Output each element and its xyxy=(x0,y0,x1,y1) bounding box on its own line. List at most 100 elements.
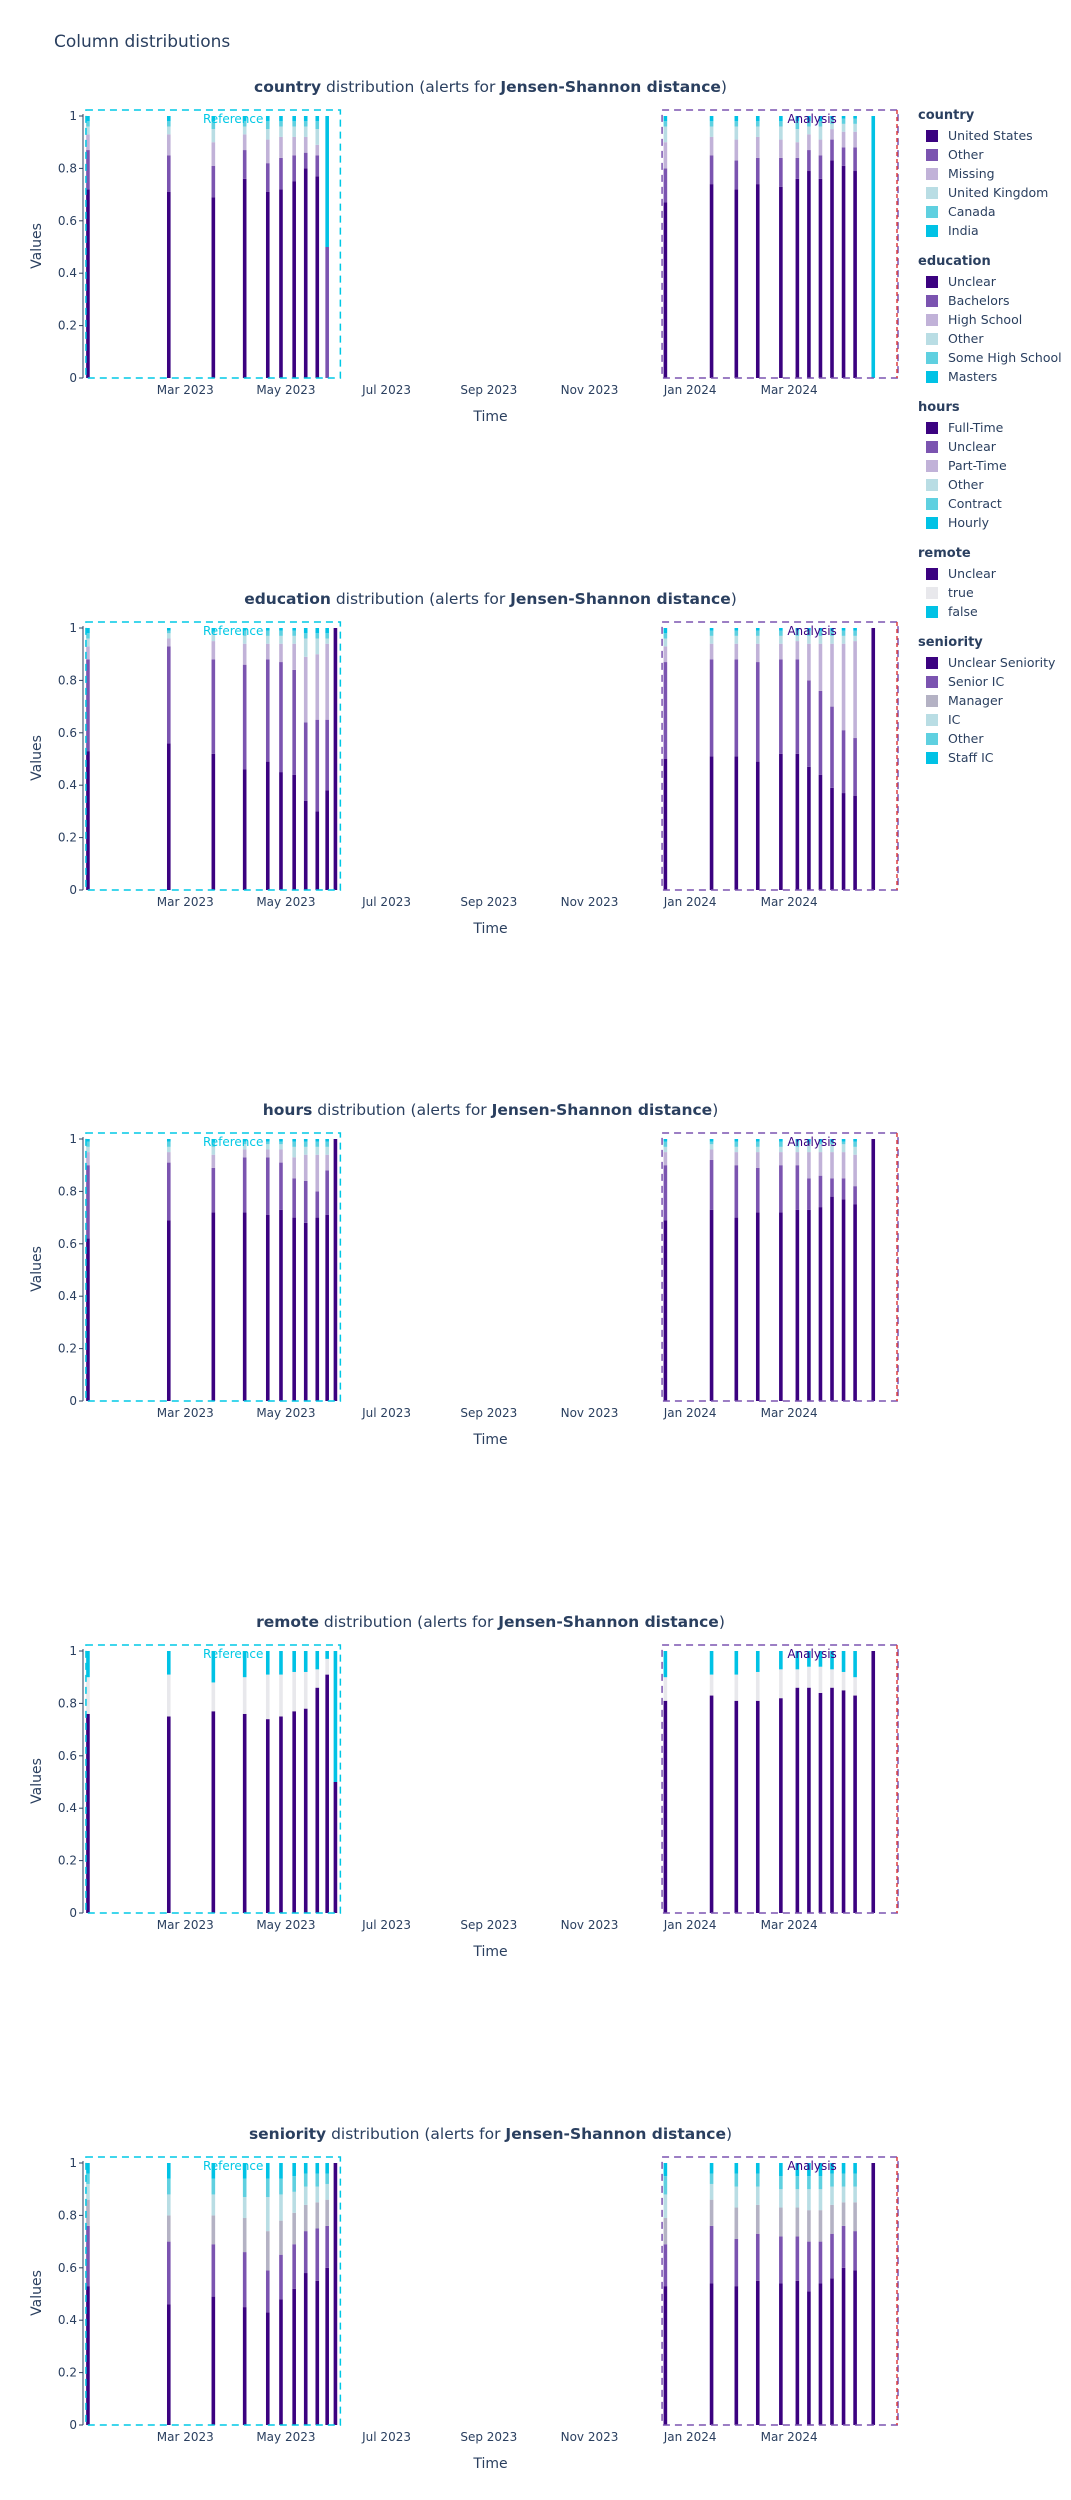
bar-segment-other xyxy=(841,635,846,644)
bar-segment-hourly xyxy=(853,1139,857,1142)
legend-item[interactable]: Senior IC xyxy=(918,672,1068,691)
bar-segment-manager xyxy=(807,2210,811,2242)
bar-segment-unclear xyxy=(166,743,171,890)
bar-segment-united-kingdom xyxy=(315,129,320,145)
legend-item[interactable]: Missing xyxy=(918,164,1068,183)
legend-item[interactable]: United Kingdom xyxy=(918,183,1068,202)
bar-segment-false xyxy=(86,1651,90,1678)
bar-segment-masters xyxy=(292,628,296,631)
bar-segment-other xyxy=(292,2176,296,2192)
bar-segment-other xyxy=(279,1144,283,1150)
bar-segment-canada xyxy=(853,118,857,124)
x-tick-label: Jan 2024 xyxy=(663,895,717,909)
chart-title-metric: Jensen-Shannon distance xyxy=(504,2125,726,2143)
legend-item[interactable]: Staff IC xyxy=(918,748,1068,767)
legend-item[interactable]: United States xyxy=(918,126,1068,145)
analysis-label: Analysis xyxy=(787,1647,836,1661)
legend-item[interactable]: Manager xyxy=(918,691,1068,710)
bar-segment-unclear-seniority xyxy=(211,2296,216,2425)
legend-item[interactable]: Unclear Seniority xyxy=(918,653,1068,672)
bar-segment-unclear xyxy=(325,790,329,890)
bar-segment-false xyxy=(166,1651,171,1675)
legend-item[interactable]: Other xyxy=(918,475,1068,494)
legend-item[interactable]: Other xyxy=(918,145,1068,164)
legend-item-label: High School xyxy=(948,312,1023,327)
bar-segment-bachelors xyxy=(279,662,283,773)
legend-item[interactable]: Canada xyxy=(918,202,1068,221)
bar-segment-manager xyxy=(709,2199,714,2226)
legend-item[interactable]: Contract xyxy=(918,494,1068,513)
x-tick-label: Sep 2023 xyxy=(460,2430,517,2444)
bar-segment-high-school xyxy=(166,638,171,647)
bar-segment-unclear xyxy=(830,787,834,890)
bar-segment-unclear xyxy=(807,766,811,890)
bar-segment-ic xyxy=(795,2189,800,2208)
bar-segment-other xyxy=(818,155,823,179)
bar-segment-canada xyxy=(166,121,171,127)
bar-segment-other xyxy=(315,1146,320,1155)
bar-segment-some-high-school xyxy=(325,633,329,639)
legend-item[interactable]: Bachelors xyxy=(918,291,1068,310)
bar-segment-hourly xyxy=(265,1139,270,1142)
legend-item[interactable]: false xyxy=(918,602,1068,621)
bar-segment-true xyxy=(86,1677,90,1714)
legend-group-hours: hours Full-Time Unclear Part-Time Other Contr… xyxy=(918,400,1068,532)
bar-segment-india xyxy=(86,116,90,122)
bar-segment-false xyxy=(830,1651,834,1670)
legend[interactable]: country United States Other Missing United K… xyxy=(918,108,1068,781)
bar-segment-ic xyxy=(779,2189,783,2208)
y-tick-label: 0.6 xyxy=(58,214,77,228)
legend-item[interactable]: Unclear xyxy=(918,437,1068,456)
bar-segment-unclear-seniority xyxy=(242,2307,247,2425)
bar-segment-ic xyxy=(709,2183,714,2200)
bar-segment-unclear-seniority xyxy=(292,2288,296,2425)
legend-item[interactable]: Other xyxy=(918,329,1068,348)
bar-segment-other xyxy=(325,638,329,644)
legend-item-label: Contract xyxy=(948,496,1002,511)
bar-segment-canada xyxy=(818,121,823,127)
bar-segment-some-high-school xyxy=(663,633,668,639)
reference-label: Reference xyxy=(203,624,263,638)
legend-item-label: Unclear xyxy=(948,274,996,289)
bar-segment-united-kingdom xyxy=(807,126,811,135)
legend-item[interactable]: India xyxy=(918,221,1068,240)
legend-item-label: Unclear xyxy=(948,439,996,454)
bar-segment-masters xyxy=(325,628,329,634)
legend-item[interactable]: Masters xyxy=(918,367,1068,386)
legend-item[interactable]: Full-Time xyxy=(918,418,1068,437)
legend-item[interactable]: Some High School xyxy=(918,348,1068,367)
bar-segment-part-time xyxy=(325,1154,329,1171)
legend-item[interactable]: High School xyxy=(918,310,1068,329)
x-tick-label: Jan 2024 xyxy=(663,1918,717,1932)
legend-item[interactable]: Hourly xyxy=(918,513,1068,532)
legend-item-label: Other xyxy=(948,731,984,746)
bar-segment-ic xyxy=(818,2189,823,2211)
bar-segment-false xyxy=(807,1651,811,1667)
legend-item-label: Unclear xyxy=(948,566,996,581)
legend-swatch xyxy=(926,478,938,491)
bar-segment-hourly xyxy=(292,1139,296,1142)
legend-item[interactable]: Other xyxy=(918,729,1068,748)
bar-segment-staff-ic xyxy=(709,2163,714,2174)
bar-segment-contract xyxy=(709,1141,714,1145)
bar-segment-other xyxy=(279,635,283,644)
legend-item[interactable]: Part-Time xyxy=(918,456,1068,475)
bar-segment-some-high-school xyxy=(807,630,811,636)
bar-segment-senior-ic xyxy=(779,2236,783,2284)
chart-title-column: hours xyxy=(263,1101,313,1119)
bar-segment-manager xyxy=(166,2215,171,2242)
bar-segment-other xyxy=(841,2173,846,2187)
legend-item[interactable]: Unclear xyxy=(918,564,1068,583)
y-tick-label: 1 xyxy=(69,1132,77,1146)
bar-segment-canada xyxy=(779,121,783,127)
bar-segment-full-time xyxy=(841,1199,846,1401)
chart-title-column: seniority xyxy=(249,2125,326,2143)
bar-segment-united-kingdom xyxy=(166,126,171,135)
legend-item[interactable]: true xyxy=(918,583,1068,602)
bar-segment-unclear xyxy=(265,1157,270,1215)
bar-segment-senior-ic xyxy=(709,2225,714,2284)
bar-segment-unclear xyxy=(734,756,739,890)
legend-item[interactable]: Unclear xyxy=(918,272,1068,291)
legend-item-label: Missing xyxy=(948,166,995,181)
legend-item[interactable]: IC xyxy=(918,710,1068,729)
